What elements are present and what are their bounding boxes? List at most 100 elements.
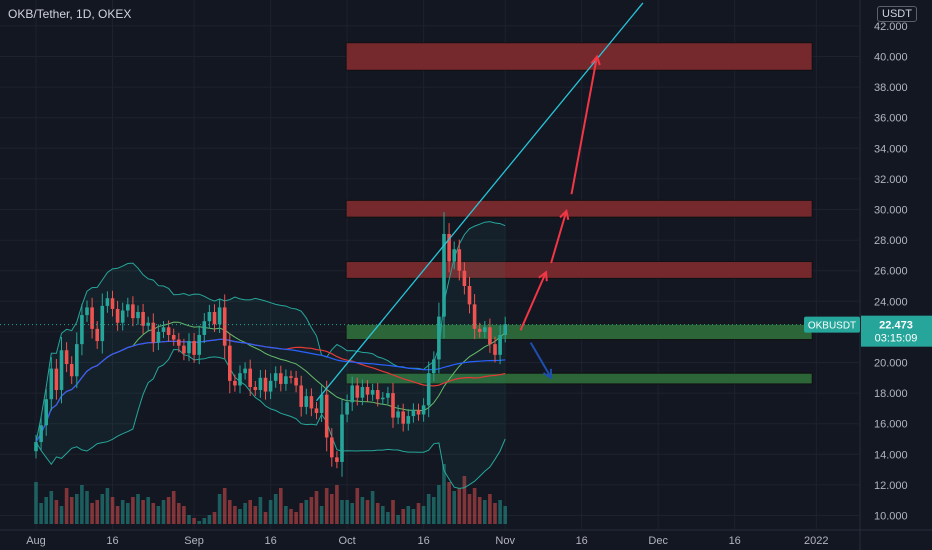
y-tick-label: 14.000 [874, 449, 908, 461]
candle-body [39, 425, 43, 443]
time-axis[interactable]: Aug 16 Sep 16 Oct 16 Nov 16 Dec 16 2022 [26, 535, 828, 547]
candle-body [309, 396, 314, 409]
candle-body [85, 307, 89, 316]
volume-bar [411, 509, 416, 524]
candle-body [330, 437, 334, 458]
volume-bar [105, 488, 110, 524]
volume-bar [64, 488, 69, 524]
candle-body [493, 344, 497, 355]
candle-body [432, 359, 436, 374]
candle-body [442, 233, 446, 317]
y-tick-label: 42.000 [874, 21, 908, 33]
trendline [315, 2, 644, 402]
volume-bar [273, 494, 278, 524]
volume-bar [115, 506, 120, 524]
candle-body [370, 390, 375, 395]
candle-body [263, 377, 268, 392]
candle-body [467, 286, 472, 305]
candle-body [95, 328, 99, 342]
volume-bar [340, 500, 344, 524]
price-axis[interactable]: 10.00012.00014.00016.00018.00020.00022.0… [874, 21, 908, 523]
candle-body [171, 334, 176, 340]
volume-bar [212, 512, 217, 524]
currency-button[interactable]: USDT [877, 6, 917, 22]
last-price-badge [861, 315, 932, 347]
candle-body [258, 377, 263, 391]
volume-bar [59, 506, 64, 524]
volume-bar [299, 503, 303, 524]
candle-body [161, 327, 166, 332]
candle-body [386, 393, 390, 398]
volume-bar [268, 500, 273, 524]
drawing-tools [0, 2, 860, 402]
candle-body [294, 377, 298, 386]
candle-body [345, 402, 349, 415]
candle-body [268, 380, 273, 392]
volume-bar [207, 515, 212, 524]
candle-body [355, 385, 360, 398]
support-zone [345, 323, 813, 341]
volume-bar [309, 497, 314, 524]
candle-body [90, 307, 94, 329]
volume-bar [166, 497, 171, 524]
candle-body [304, 396, 309, 407]
candle-body [105, 298, 110, 306]
volume-bar [171, 491, 176, 524]
candle-body [197, 334, 201, 355]
volume-bar [406, 506, 411, 524]
x-tick-label: 16 [106, 535, 118, 547]
volume-bar [391, 500, 395, 524]
candle-body [131, 304, 135, 319]
candle-body [340, 414, 344, 462]
candle-body [44, 399, 48, 426]
volume-bar [432, 497, 436, 524]
candle-body [192, 341, 196, 355]
candle-body [483, 327, 487, 332]
volume-bar [488, 494, 492, 524]
volume-bar [238, 509, 242, 524]
candle-body [421, 405, 426, 415]
candle-body [222, 307, 227, 346]
volume-bar [69, 497, 74, 524]
candle-body [324, 394, 329, 438]
candle-body [299, 385, 303, 407]
volume-bar [120, 500, 125, 524]
volume-bar [49, 491, 54, 524]
volume-bar [401, 509, 405, 524]
candle-body [253, 386, 258, 391]
volume-bar [95, 500, 99, 524]
candle-body [426, 373, 431, 406]
last-price-value: 22.473 [879, 320, 913, 332]
y-tick-label: 12.000 [874, 480, 908, 492]
candle-body [284, 376, 288, 384]
candle-body [120, 310, 125, 323]
bollinger-upper [35, 221, 506, 443]
candle-body [350, 385, 354, 403]
volume-bar [258, 497, 263, 524]
volume-bar [279, 488, 283, 524]
symbol-label: OKBUSDT [808, 321, 856, 332]
candle-body [115, 308, 120, 323]
candle-body [202, 321, 207, 335]
candle-body [136, 312, 140, 319]
x-tick-label: 16 [576, 535, 588, 547]
volume-bar [330, 494, 334, 524]
volume-bar [370, 491, 375, 524]
volume-bar [457, 488, 462, 524]
y-tick-label: 38.000 [874, 82, 908, 94]
volume-bar [447, 482, 451, 524]
y-tick-label: 20.000 [874, 358, 908, 370]
y-tick-label: 10.000 [874, 511, 908, 523]
y-tick-label: 16.000 [874, 419, 908, 431]
volume-bar [75, 494, 79, 524]
y-tick-label: 36.000 [874, 113, 908, 125]
volume-bar [396, 515, 400, 524]
volume-bar [375, 503, 380, 524]
candle-body [488, 327, 492, 345]
candle-body [437, 316, 441, 360]
volume-bar [177, 503, 181, 524]
candle-body [457, 249, 462, 271]
x-tick-label: 16 [417, 535, 429, 547]
